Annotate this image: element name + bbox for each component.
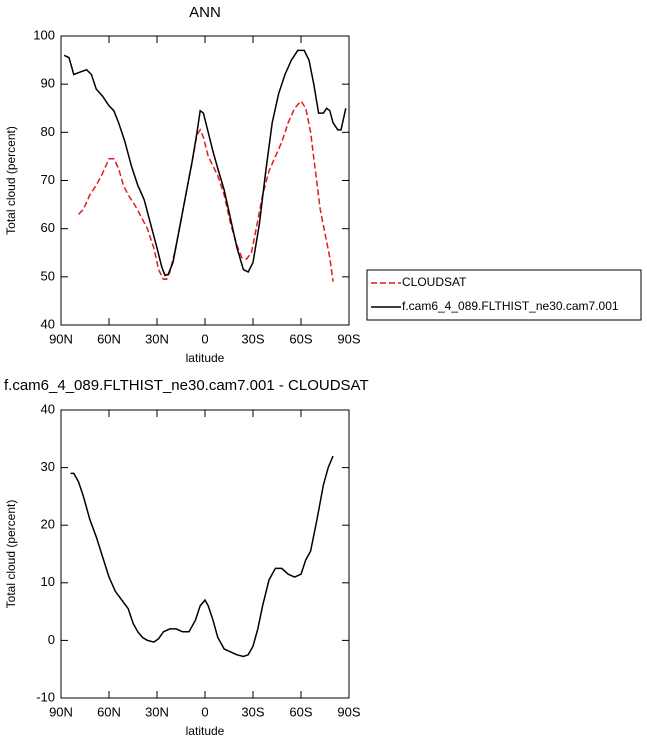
x-tick-label: 90N bbox=[49, 331, 73, 346]
legend-label: f.cam6_4_089.FLTHIST_ne30.cam7.001 bbox=[402, 299, 619, 313]
y-tick-label: 100 bbox=[33, 27, 55, 42]
y-tick-label: 0 bbox=[48, 632, 55, 647]
y-tick-label: 10 bbox=[41, 574, 55, 589]
x-tick-label: 0 bbox=[201, 704, 208, 719]
y-tick-label: 60 bbox=[41, 220, 55, 235]
x-tick-label: 60N bbox=[97, 704, 121, 719]
x-tick-label: 90N bbox=[49, 704, 73, 719]
data-line bbox=[78, 99, 334, 282]
y-tick-label: 40 bbox=[41, 401, 55, 416]
y-axis-label: Total cloud (percent) bbox=[4, 500, 18, 609]
x-tick-label: 0 bbox=[201, 331, 208, 346]
x-tick-label: 30S bbox=[241, 704, 264, 719]
x-tick-label: 30S bbox=[241, 331, 264, 346]
y-tick-label: 70 bbox=[41, 172, 55, 187]
x-tick-label: 90S bbox=[337, 331, 360, 346]
y-tick-label: -10 bbox=[36, 689, 55, 704]
chart-title: f.cam6_4_089.FLTHIST_ne30.cam7.001 - CLO… bbox=[4, 377, 369, 394]
plot-frame bbox=[60, 35, 350, 326]
x-tick-label: 60N bbox=[97, 331, 121, 346]
plot-frame bbox=[60, 409, 350, 699]
y-tick-label: 50 bbox=[41, 268, 55, 283]
y-tick-label: 90 bbox=[41, 76, 55, 91]
legend-box bbox=[366, 269, 642, 321]
y-tick-label: 30 bbox=[41, 459, 55, 474]
data-line bbox=[70, 455, 334, 658]
x-axis-label: latitude bbox=[186, 724, 225, 738]
y-tick-label: 20 bbox=[41, 517, 55, 532]
x-tick-label: 90S bbox=[337, 704, 360, 719]
legend-label: CLOUDSAT bbox=[402, 275, 467, 289]
y-tick-label: 80 bbox=[41, 124, 55, 139]
x-tick-label: 60S bbox=[289, 704, 312, 719]
y-axis-label: Total cloud (percent) bbox=[4, 126, 18, 235]
y-tick-label: 40 bbox=[41, 316, 55, 331]
x-tick-label: 30N bbox=[145, 704, 169, 719]
x-tick-label: 60S bbox=[289, 331, 312, 346]
x-tick-label: 30N bbox=[145, 331, 169, 346]
chart-title: ANN bbox=[189, 4, 221, 21]
x-axis-label: latitude bbox=[186, 351, 225, 365]
data-line bbox=[63, 49, 347, 277]
